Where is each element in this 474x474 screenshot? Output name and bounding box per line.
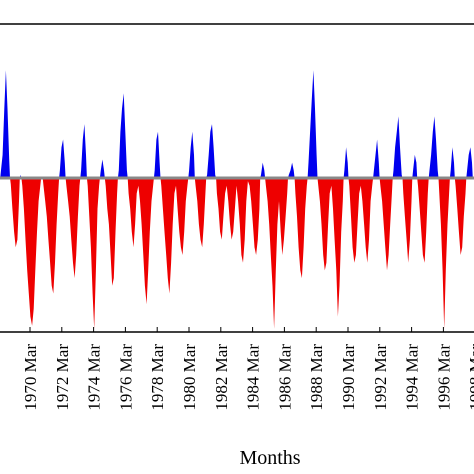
negative-area-6 [127,178,154,305]
x-tick-label: 1988 Mar [307,344,326,411]
positive-area-17 [449,147,455,178]
x-tick-label: 1974 Mar [85,344,104,411]
negative-area-2 [42,178,60,294]
positive-area-11 [307,70,318,178]
x-tick-label: 1976 Mar [116,344,135,411]
negative-area-12 [317,178,344,317]
positive-area-14 [392,116,403,178]
series-area [0,70,473,329]
x-tick-label: 1984 Mar [244,344,263,411]
x-tick-label: 1970 Mar [21,344,40,411]
negative-area-3 [65,178,81,279]
negative-area-8 [194,178,207,248]
x-axis-ticks [29,327,444,332]
x-axis-tick-labels: 1970 Mar 1972 Mar 1974 Mar 1976 Mar 1978 Mar… [21,344,474,411]
plot-frame [0,23,474,333]
x-tick-label: 1978 Mar [148,344,167,411]
negative-area-14 [379,178,393,271]
positive-area-15 [412,154,418,178]
x-tick-label: 1990 Mar [339,344,358,411]
positive-area-18 [466,147,473,178]
negative-area-4 [86,178,100,329]
positive-area-3 [80,124,87,178]
x-tick-label: 1980 Mar [180,344,199,411]
x-axis-title: Months [239,447,300,469]
x-tick-label: 1986 Mar [275,344,294,411]
negative-area-17 [438,178,450,329]
positive-area-5 [117,93,128,178]
x-tick-label: 1972 Mar [53,344,72,411]
x-tick-label: 1992 Mar [371,344,390,411]
positive-area-10 [288,162,295,178]
negative-area-10 [265,178,288,329]
x-tick-label: 1982 Mar [212,344,231,411]
negative-area-5 [104,178,118,286]
positive-area-16 [428,116,439,178]
positive-area-2 [59,139,66,178]
positive-area-7 [188,131,195,178]
negative-area-1 [21,178,42,326]
positive-area-13 [373,139,380,178]
positive-area-0 [0,70,11,178]
negative-area-7 [160,178,189,294]
positive-area-8 [206,124,217,178]
negative-area-16 [417,178,429,263]
negative-area-15 [402,178,413,263]
positive-area-12 [343,147,349,178]
positive-area-9 [260,162,266,178]
negative-area-18 [454,178,467,255]
x-tick-label: 1998 Mar [466,344,474,411]
negative-area-11 [294,178,308,279]
negative-area-13 [348,178,374,263]
x-tick-label: 1996 Mar [434,344,453,411]
negative-area-0 [10,178,20,248]
x-tick-label: 1994 Mar [403,344,422,411]
positive-area-6 [153,131,161,178]
positive-area-4 [99,159,105,178]
negative-area-9 [216,178,261,263]
